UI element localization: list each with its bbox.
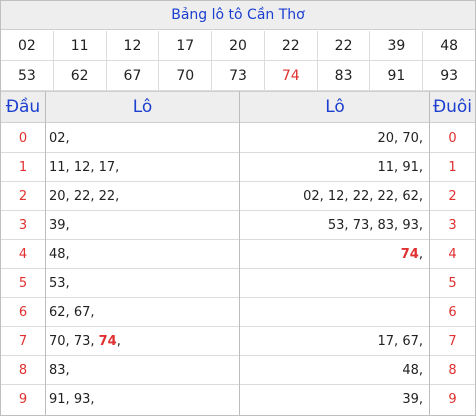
highlight-number: 74 (98, 334, 117, 349)
duoi-digit: 5 (448, 276, 457, 291)
number-cell: 17 (159, 31, 213, 61)
header-lo-right: Lô (325, 97, 345, 117)
number-cell: 73 (212, 61, 265, 91)
duoi-digit: 1 (448, 160, 457, 175)
duoi-digit: 4 (448, 247, 457, 262)
number-cell: 53 (1, 61, 54, 91)
duoi-digit: 8 (448, 363, 457, 378)
number-cell: 48 (423, 31, 476, 61)
dau-digit: 1 (18, 160, 28, 175)
dau-digit: 0 (18, 131, 28, 146)
dau-digit: 5 (18, 276, 28, 291)
number-cell: 39 (370, 31, 424, 61)
dau-digit: 3 (18, 218, 28, 233)
divider-middle (239, 91, 240, 415)
dau-digit: 6 (18, 305, 28, 320)
number-cell: 91 (370, 61, 424, 91)
lo-left-values: 70, 73, 74, (49, 334, 121, 349)
table-row: 2 20, 22, 22, 02, 12, 22, 22, 62, 2 (1, 182, 475, 211)
duoi-digit: 6 (448, 305, 457, 320)
dau-digit: 7 (18, 334, 28, 349)
dau-digit: 2 (18, 189, 28, 204)
number-cell: 02 (1, 31, 54, 61)
number-cell: 74 (264, 61, 318, 91)
numbers-row-2: 53 62 67 70 73 74 83 91 93 (1, 61, 476, 91)
lo-right-values: 11, 91, (377, 160, 424, 175)
divider-duoi (429, 91, 430, 415)
lo-right-values: 74, (400, 247, 423, 262)
lo-right-values: 39, (402, 392, 423, 407)
highlight-number: 74 (400, 247, 419, 262)
duoi-digit: 3 (448, 218, 457, 233)
dau-digit: 9 (18, 392, 28, 407)
table-row: 8 83, 48, 8 (1, 356, 475, 385)
lo-left-values: 11, 12, 17, (49, 160, 120, 175)
number-cell: 62 (53, 61, 107, 91)
lo-right-values: 20, 70, (377, 131, 424, 146)
table-row: 6 62, 67, 6 (1, 298, 475, 327)
number-cell: 20 (212, 31, 265, 61)
lo-left-values: 91, 93, (49, 392, 95, 407)
table-row: 7 70, 73, 74, 17, 67, 7 (1, 327, 475, 356)
lo-right-values: 53, 73, 83, 93, (327, 218, 423, 233)
table-row: 4 48, 74, 4 (1, 240, 475, 269)
table-row: 5 53, 5 (1, 269, 475, 298)
lo-left-values: 02, (49, 131, 70, 146)
dau-digit: 4 (18, 247, 28, 262)
lo-right-values: 02, 12, 22, 22, 62, (303, 189, 423, 204)
number-cell: 83 (317, 61, 371, 91)
number-cell: 93 (423, 61, 476, 91)
header-duoi: Đuôi (432, 97, 473, 117)
duoi-digit: 7 (448, 334, 457, 349)
duoi-digit: 0 (448, 131, 457, 146)
header-dau: Đầu (5, 97, 41, 117)
number-cell: 70 (159, 61, 213, 91)
number-cell: 22 (264, 31, 318, 61)
header-lo-left: Lô (132, 97, 153, 117)
duoi-digit: 9 (448, 392, 457, 407)
table-row: 9 91, 93, 39, 9 (1, 385, 475, 414)
number-cell: 12 (106, 31, 160, 61)
number-cell: 67 (106, 61, 160, 91)
lo-left-values: 83, (49, 363, 70, 378)
lo-left-values: 53, (49, 276, 70, 291)
table-row: 1 11, 12, 17, 11, 91, 1 (1, 153, 475, 182)
lo-right-values: 17, 67, (377, 334, 424, 349)
table-row: 0 02, 20, 70, 0 (1, 124, 475, 153)
table-title: Bảng lô tô Cần Thơ (1, 1, 475, 30)
numbers-row-1: 02 11 12 17 20 22 22 39 48 (1, 31, 476, 61)
duoi-digit: 2 (448, 189, 457, 204)
number-cell: 22 (317, 31, 371, 61)
lo-left-values: 62, 67, (49, 305, 95, 320)
lo-right-values: 48, (402, 363, 423, 378)
number-cell: 11 (53, 31, 107, 61)
lo-left-values: 48, (49, 247, 70, 262)
dau-digit: 8 (18, 363, 28, 378)
divider-dau (45, 91, 46, 415)
table-row: 3 39, 53, 73, 83, 93, 3 (1, 211, 475, 240)
lo-left-values: 20, 22, 22, (49, 189, 120, 204)
lo-left-values: 39, (49, 218, 70, 233)
table-header: Đầu Lô Lô Đuôi (1, 91, 475, 123)
